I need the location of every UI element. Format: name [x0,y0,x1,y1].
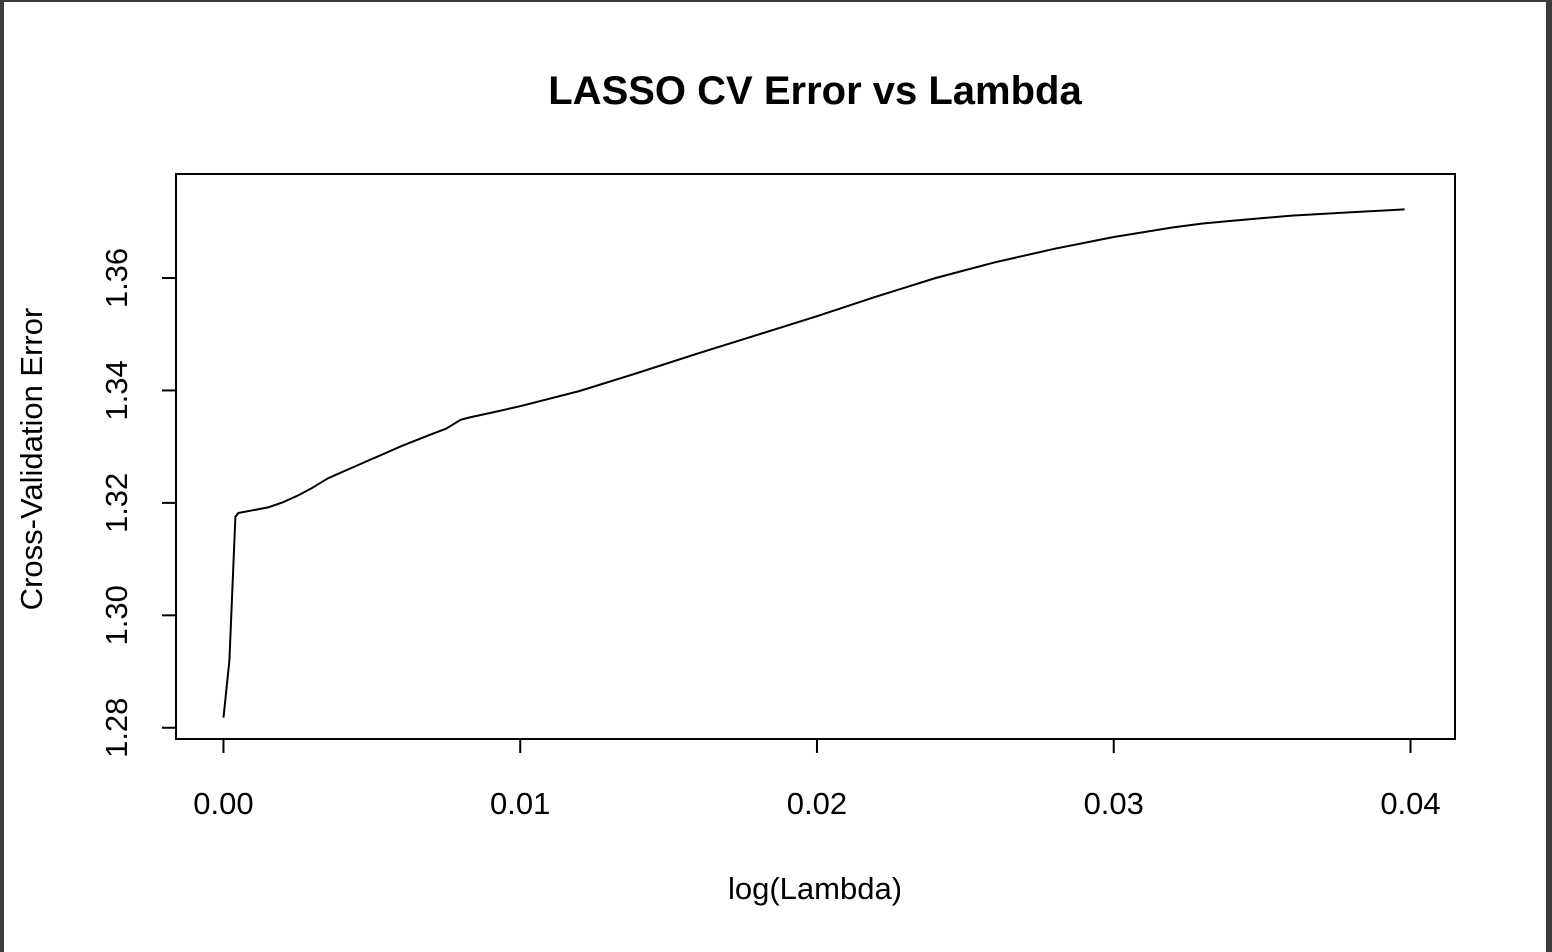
x-tick-label: 0.02 [787,786,847,821]
y-tick-label: 1.34 [99,360,134,420]
chart: LASSO CV Error vs Lambda 0.00 0.01 0.02 0.0… [14,69,1456,906]
plot-box [175,173,1456,740]
y-tick-label: 1.36 [99,248,134,308]
cv-error-line [222,208,1405,718]
chart-title: LASSO CV Error vs Lambda [548,69,1082,113]
x-tick-label: 0.00 [193,786,253,821]
x-axis-label: log(Lambda) [728,871,902,906]
x-tick-label: 0.01 [490,786,550,821]
x-tick-label: 0.04 [1380,786,1440,821]
x-axis: 0.00 0.01 0.02 0.03 0.04 [193,738,1441,821]
y-axis-label: Cross-Validation Error [14,308,49,611]
x-tick-label: 0.03 [1084,786,1144,821]
plot-canvas: LASSO CV Error vs Lambda 0.00 0.01 0.02 0.0… [4,2,1546,952]
y-tick-label: 1.30 [99,585,134,645]
y-tick-label: 1.28 [99,698,134,758]
y-tick-label: 1.32 [99,473,134,533]
y-axis: 1.28 1.30 1.32 1.34 1.36 [99,248,177,758]
